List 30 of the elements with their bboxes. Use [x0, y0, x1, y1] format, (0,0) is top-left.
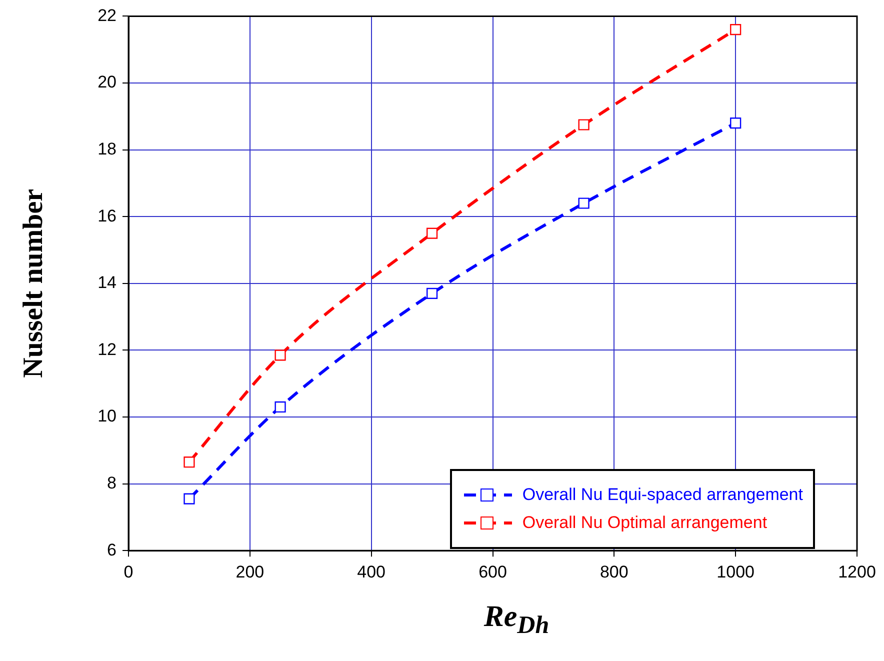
point [184, 456, 195, 468]
point [426, 228, 438, 239]
y-tick-label: 14 [98, 273, 117, 292]
y-tick-label: 20 [98, 72, 117, 92]
legend-label: Overall Nu Optimal arrangement [522, 513, 768, 533]
y-tick-label: 6 [107, 540, 117, 560]
point [184, 493, 195, 504]
x-tick-label: 1200 [838, 562, 876, 582]
x-tick-label: 1000 [716, 562, 754, 582]
x-tick-label: 400 [357, 562, 386, 582]
y-tick-label: 18 [98, 139, 117, 158]
point [274, 401, 286, 413]
y-axis-title: Nusselt number [18, 188, 50, 378]
point [578, 198, 590, 209]
point [274, 350, 286, 361]
y-tick-label: 10 [98, 406, 117, 426]
y-tick-label: 12 [98, 340, 117, 359]
x-tick-label: 800 [600, 562, 628, 582]
y-tick-label: 16 [98, 206, 117, 226]
point [426, 288, 438, 299]
x-tick-label: 600 [478, 562, 507, 582]
point [730, 118, 742, 129]
y-tick-label: 22 [98, 6, 117, 25]
x-tick-label: 0 [124, 562, 134, 582]
x-axis-title: Re$_{Dh}$ [482, 600, 550, 640]
point [578, 119, 590, 130]
point [730, 24, 742, 36]
y-tick-label: 8 [107, 473, 117, 492]
x-tick-label: 200 [236, 562, 264, 582]
legend-label: Overall Nu Equi-spaced arrangement [522, 485, 803, 505]
